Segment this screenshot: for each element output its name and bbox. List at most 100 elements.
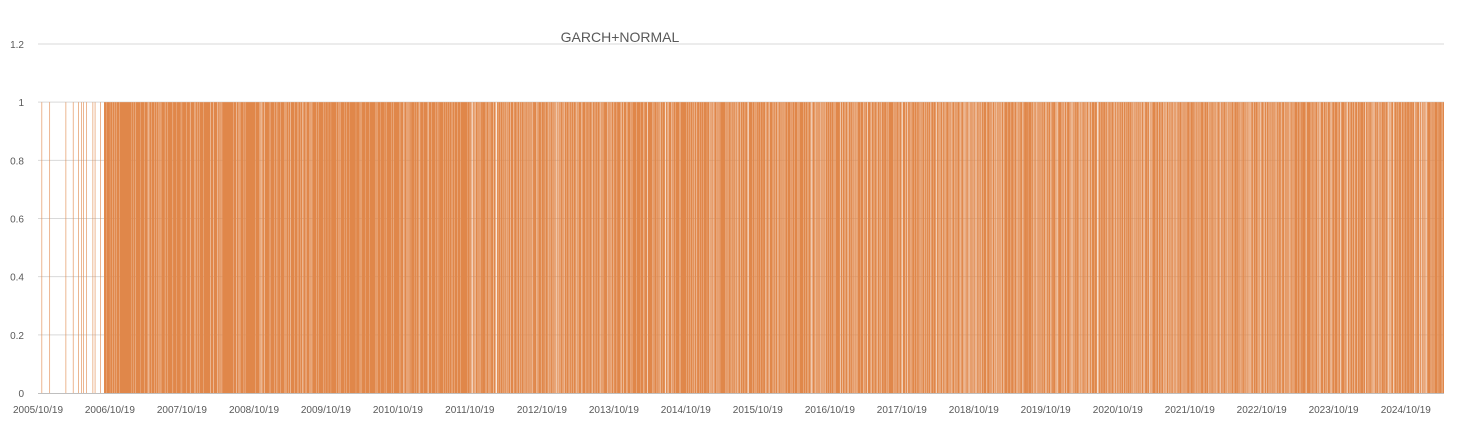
bar <box>1022 102 1024 394</box>
bar <box>740 102 741 394</box>
bar <box>1239 102 1241 394</box>
bar <box>375 102 377 394</box>
bar <box>1403 102 1404 394</box>
bar <box>297 102 299 394</box>
bar <box>310 102 312 394</box>
bar <box>497 102 498 394</box>
bar <box>1058 102 1062 394</box>
bar <box>1130 102 1132 394</box>
bar <box>1193 102 1194 394</box>
bar <box>149 102 152 394</box>
bar <box>1260 102 1262 394</box>
bar <box>1291 102 1293 394</box>
bar <box>376 102 378 394</box>
bar <box>1068 102 1070 394</box>
bar <box>689 102 691 394</box>
bar <box>1419 102 1421 394</box>
bar <box>172 102 174 394</box>
bar <box>1121 102 1124 394</box>
bar <box>1053 102 1056 394</box>
bar <box>417 102 418 394</box>
bar <box>473 102 475 394</box>
bar <box>165 102 166 394</box>
bar <box>403 102 405 394</box>
bar <box>581 102 583 394</box>
bar <box>1089 102 1091 394</box>
bar <box>1232 102 1234 394</box>
bar <box>694 102 697 394</box>
bar <box>1195 102 1196 394</box>
bar <box>1199 102 1201 394</box>
bar <box>950 102 952 394</box>
bar <box>415 102 417 394</box>
bar <box>1020 102 1021 394</box>
bar <box>821 102 823 394</box>
bar <box>1115 102 1117 394</box>
bar <box>261 102 262 394</box>
bar <box>990 102 991 394</box>
bar <box>1376 102 1378 394</box>
bar <box>1337 102 1338 394</box>
bar <box>1260 102 1262 394</box>
bar <box>525 102 527 394</box>
bar <box>328 102 331 394</box>
bar <box>147 102 149 394</box>
bar <box>1243 102 1245 394</box>
bar <box>1229 102 1231 394</box>
bar <box>504 102 506 394</box>
bar <box>1213 102 1215 394</box>
bar <box>176 102 181 394</box>
bar <box>1374 102 1376 394</box>
bar <box>568 102 570 394</box>
bar <box>998 102 1000 394</box>
bar <box>829 102 832 394</box>
bar <box>1294 102 1296 394</box>
bar <box>524 102 526 394</box>
bar <box>745 102 748 394</box>
bar <box>298 102 301 394</box>
bar <box>991 102 992 394</box>
bar <box>475 102 477 394</box>
bar <box>1197 102 1198 394</box>
bar <box>1247 102 1248 394</box>
bar <box>203 102 211 394</box>
bar <box>331 102 337 394</box>
bar <box>668 102 672 394</box>
bar <box>407 102 409 394</box>
bar <box>992 102 995 394</box>
bar <box>1010 102 1012 394</box>
bar <box>975 102 976 394</box>
bar <box>944 102 945 394</box>
bar <box>1372 102 1374 394</box>
bar <box>403 102 404 394</box>
bar <box>560 102 561 394</box>
bar <box>845 102 848 394</box>
bar <box>1044 102 1046 394</box>
bar <box>855 102 856 394</box>
bar <box>423 102 428 394</box>
bar <box>467 102 470 394</box>
bar <box>865 102 867 394</box>
bar <box>983 102 985 394</box>
bar <box>755 102 757 394</box>
bar <box>78 102 79 394</box>
bar <box>1226 102 1227 394</box>
bar <box>781 102 783 394</box>
bar <box>1344 102 1346 394</box>
bar <box>516 102 518 394</box>
bar <box>1123 102 1126 394</box>
bar <box>1078 102 1080 394</box>
bar <box>1369 102 1370 394</box>
bar <box>1065 102 1066 394</box>
bar <box>1432 102 1434 394</box>
y-tick-label: 1 <box>18 98 24 109</box>
bar <box>1215 102 1217 394</box>
bar <box>576 102 577 394</box>
bar <box>1315 102 1318 394</box>
bar <box>1364 102 1366 394</box>
bar <box>1263 102 1265 394</box>
bar <box>899 102 902 394</box>
bar <box>1411 102 1413 394</box>
x-tick-label: 2020/10/19 <box>1093 405 1143 416</box>
